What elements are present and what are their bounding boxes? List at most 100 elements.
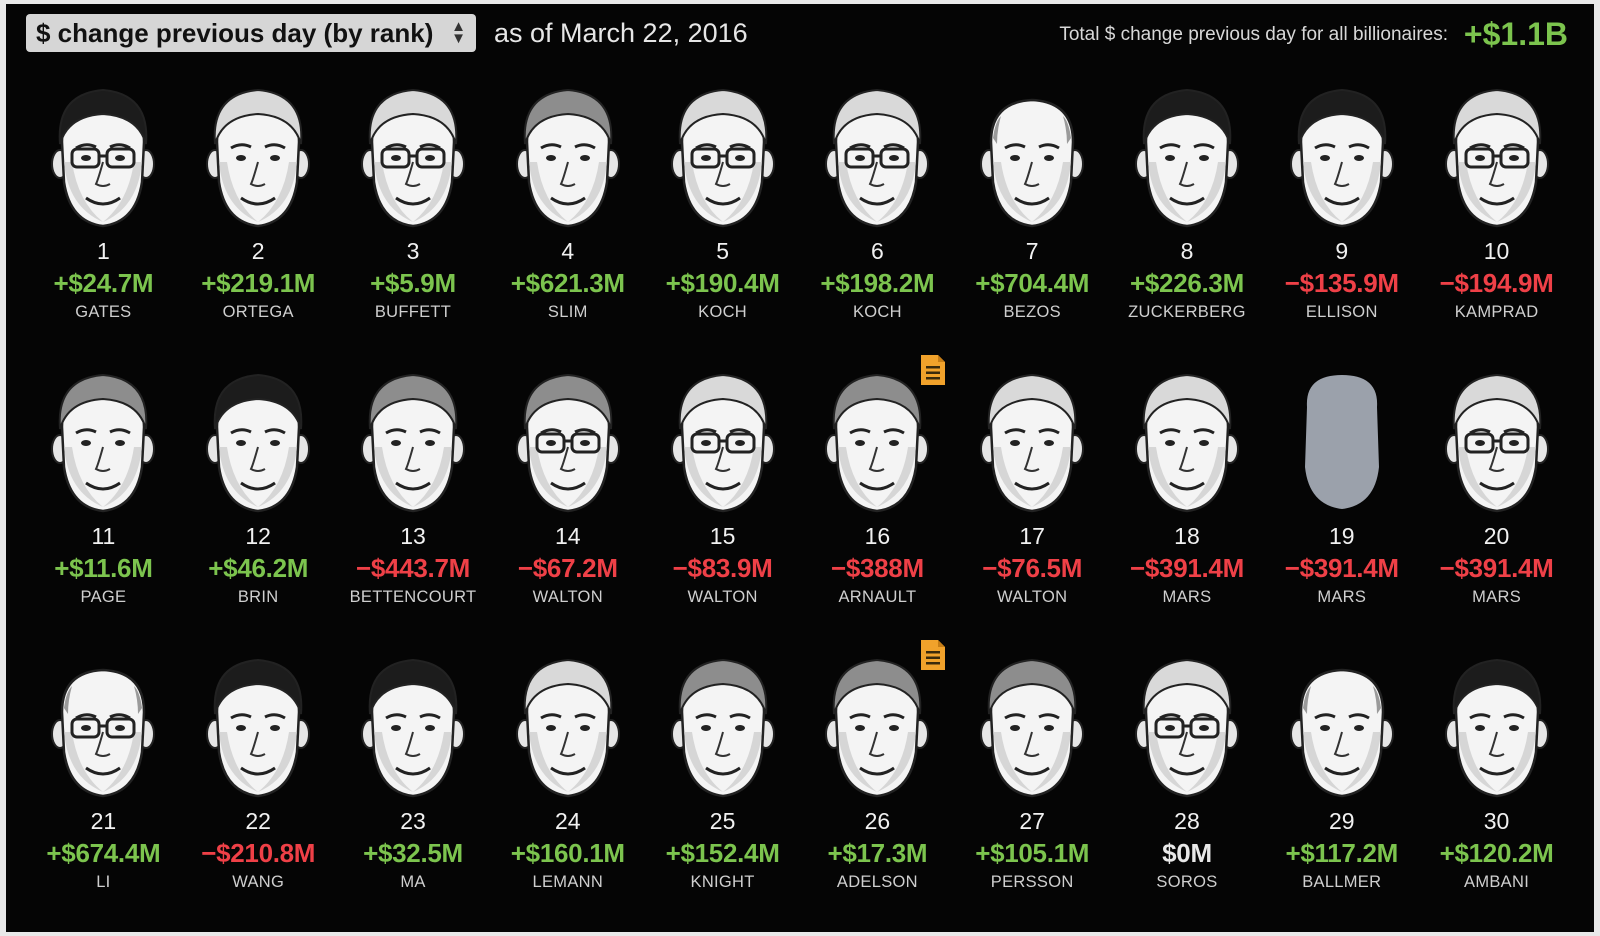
billionaire-card[interactable]: 2 +$219.1M ORTEGA bbox=[181, 76, 336, 361]
surname-label: MARS bbox=[1472, 588, 1521, 606]
change-value: +$226.3M bbox=[1129, 268, 1244, 298]
surname-label: PAGE bbox=[80, 588, 127, 606]
rank-number: 25 bbox=[709, 808, 736, 834]
billionaire-card[interactable]: 18 −$391.4M MARS bbox=[1110, 361, 1265, 646]
billionaire-card[interactable]: 21 +$674.4M LI bbox=[26, 646, 181, 931]
billionaire-card[interactable]: 12 +$46.2M BRIN bbox=[181, 361, 336, 646]
billionaire-card[interactable]: 5 +$190.4M KOCH bbox=[645, 76, 800, 361]
rank-number: 19 bbox=[1328, 523, 1355, 549]
portrait-illustration bbox=[1444, 88, 1549, 228]
billionaire-card[interactable]: 1 +$24.7M GATES bbox=[26, 76, 181, 361]
billionaire-card[interactable]: 29 +$117.2M BALLMER bbox=[1264, 646, 1419, 931]
surname-label: BEZOS bbox=[1003, 303, 1061, 321]
billionaire-card[interactable]: 16 −$388M ARNAULT bbox=[800, 355, 955, 646]
billionaire-card[interactable]: 27 +$105.1M PERSSON bbox=[955, 646, 1110, 931]
portrait-illustration bbox=[515, 373, 620, 513]
surname-label: BALLMER bbox=[1302, 873, 1382, 891]
rank-number: 7 bbox=[1025, 238, 1039, 264]
change-value: −$391.4M bbox=[1129, 553, 1244, 583]
billionaire-card[interactable]: 17 −$76.5M WALTON bbox=[955, 361, 1110, 646]
billionaire-card[interactable]: 25 +$152.4M KNIGHT bbox=[645, 646, 800, 931]
billionaire-card[interactable]: 8 +$226.3M ZUCKERBERG bbox=[1110, 76, 1265, 361]
billionaire-card[interactable]: 22 −$210.8M WANG bbox=[181, 646, 336, 931]
billionaire-card[interactable]: 13 −$443.7M BETTENCOURT bbox=[336, 361, 491, 646]
billionaire-card[interactable]: 28 $0M SOROS bbox=[1110, 646, 1265, 931]
portrait-illustration bbox=[515, 88, 620, 228]
surname-label: KOCH bbox=[698, 303, 748, 321]
surname-label: KOCH bbox=[852, 303, 902, 321]
portrait-illustration bbox=[670, 658, 775, 798]
change-value: −$388M bbox=[830, 553, 924, 583]
change-value: +$17.3M bbox=[827, 838, 928, 868]
change-value: +$674.4M bbox=[46, 838, 161, 868]
billionaire-card[interactable]: 4 +$621.3M SLIM bbox=[490, 76, 645, 361]
rank-number: 24 bbox=[554, 808, 581, 834]
change-value: +$190.4M bbox=[665, 268, 780, 298]
rank-number: 16 bbox=[864, 523, 891, 549]
rank-number: 30 bbox=[1483, 808, 1510, 834]
billionaire-card[interactable]: 7 +$704.4M BEZOS bbox=[955, 76, 1110, 361]
rank-number: 22 bbox=[245, 808, 271, 834]
rank-number: 26 bbox=[864, 808, 891, 834]
surname-label: LEMANN bbox=[532, 873, 604, 891]
document-badge-icon[interactable] bbox=[919, 638, 947, 672]
billionaire-card[interactable]: 14 −$67.2M WALTON bbox=[490, 361, 645, 646]
rank-number: 27 bbox=[1019, 808, 1045, 834]
rank-number: 9 bbox=[1335, 238, 1349, 264]
document-badge-icon[interactable] bbox=[919, 353, 947, 387]
surname-label: WALTON bbox=[997, 588, 1068, 606]
billionaire-card[interactable]: 9 −$135.9M ELLISON bbox=[1264, 76, 1419, 361]
portrait-illustration bbox=[51, 88, 156, 228]
portrait-illustration bbox=[51, 668, 156, 798]
billionaire-card[interactable]: 19 −$391.4M MARS bbox=[1264, 361, 1419, 646]
surname-label: MARS bbox=[1317, 588, 1367, 606]
change-value: −$83.9M bbox=[672, 553, 773, 583]
surname-label: KNIGHT bbox=[690, 873, 755, 891]
change-value: +$117.2M bbox=[1285, 838, 1399, 868]
billionaire-card[interactable]: 6 +$198.2M KOCH bbox=[800, 76, 955, 361]
billionaire-card[interactable]: 15 −$83.9M WALTON bbox=[645, 361, 800, 646]
change-value: +$704.4M bbox=[975, 268, 1090, 298]
billionaire-card[interactable]: 24 +$160.1M LEMANN bbox=[490, 646, 645, 931]
portrait-illustration bbox=[51, 373, 156, 513]
billionaire-card[interactable]: 20 −$391.4M MARS bbox=[1419, 361, 1574, 646]
billionaire-card[interactable]: 10 −$194.9M KAMPRAD bbox=[1419, 76, 1574, 361]
rank-number: 14 bbox=[554, 523, 581, 549]
change-value: −$67.2M bbox=[517, 553, 618, 583]
billionaire-card[interactable]: 3 +$5.9M BUFFETT bbox=[336, 76, 491, 361]
billionaire-card[interactable]: 30 +$120.2M AMBANI bbox=[1419, 646, 1574, 931]
surname-label: ORTEGA bbox=[222, 303, 294, 321]
rank-number: 4 bbox=[561, 238, 575, 264]
rank-number: 3 bbox=[406, 238, 420, 264]
billionaire-card[interactable]: 26 +$17.3M ADELSON bbox=[800, 640, 955, 931]
rank-number: 15 bbox=[709, 523, 736, 549]
rank-number: 18 bbox=[1174, 523, 1200, 549]
rank-number: 10 bbox=[1483, 238, 1510, 264]
billionaire-card[interactable]: 11 +$11.6M PAGE bbox=[26, 361, 181, 646]
surname-label: GATES bbox=[75, 303, 132, 321]
surname-label: WANG bbox=[232, 873, 285, 891]
rank-number: 8 bbox=[1180, 238, 1194, 264]
portrait-illustration bbox=[1444, 373, 1549, 513]
change-value: +$24.7M bbox=[53, 268, 154, 298]
change-value: +$32.5M bbox=[363, 838, 463, 868]
surname-label: LI bbox=[96, 873, 111, 891]
surname-label: MARS bbox=[1162, 588, 1212, 606]
dropdown-arrows-icon: ▲ ▼ bbox=[451, 18, 466, 47]
change-value: −$76.5M bbox=[982, 553, 1083, 583]
silhouette-placeholder-icon bbox=[1304, 375, 1379, 509]
portrait-illustration bbox=[670, 373, 775, 513]
surname-label: KAMPRAD bbox=[1454, 303, 1539, 321]
billionaire-grid: 1 +$24.7M GATES 2 +$219.1M ORTEGA 3 +$5.9M BUFFE… bbox=[26, 76, 1574, 931]
header-bar: $ change previous day (by rank) ▲ ▼ as of… bbox=[6, 4, 1594, 66]
change-value: +$5.9M bbox=[370, 268, 456, 298]
portrait-illustration bbox=[825, 373, 930, 513]
portrait-illustration bbox=[1134, 373, 1239, 513]
surname-label: AMBANI bbox=[1464, 873, 1530, 891]
surname-label: BUFFETT bbox=[374, 303, 452, 321]
portrait-illustration bbox=[980, 658, 1085, 798]
rank-number: 29 bbox=[1328, 808, 1355, 834]
billionaire-card[interactable]: 23 +$32.5M MA bbox=[336, 646, 491, 931]
sort-metric-dropdown[interactable]: $ change previous day (by rank) ▲ ▼ bbox=[26, 14, 476, 52]
total-change-value: +$1.1B bbox=[1463, 16, 1568, 52]
